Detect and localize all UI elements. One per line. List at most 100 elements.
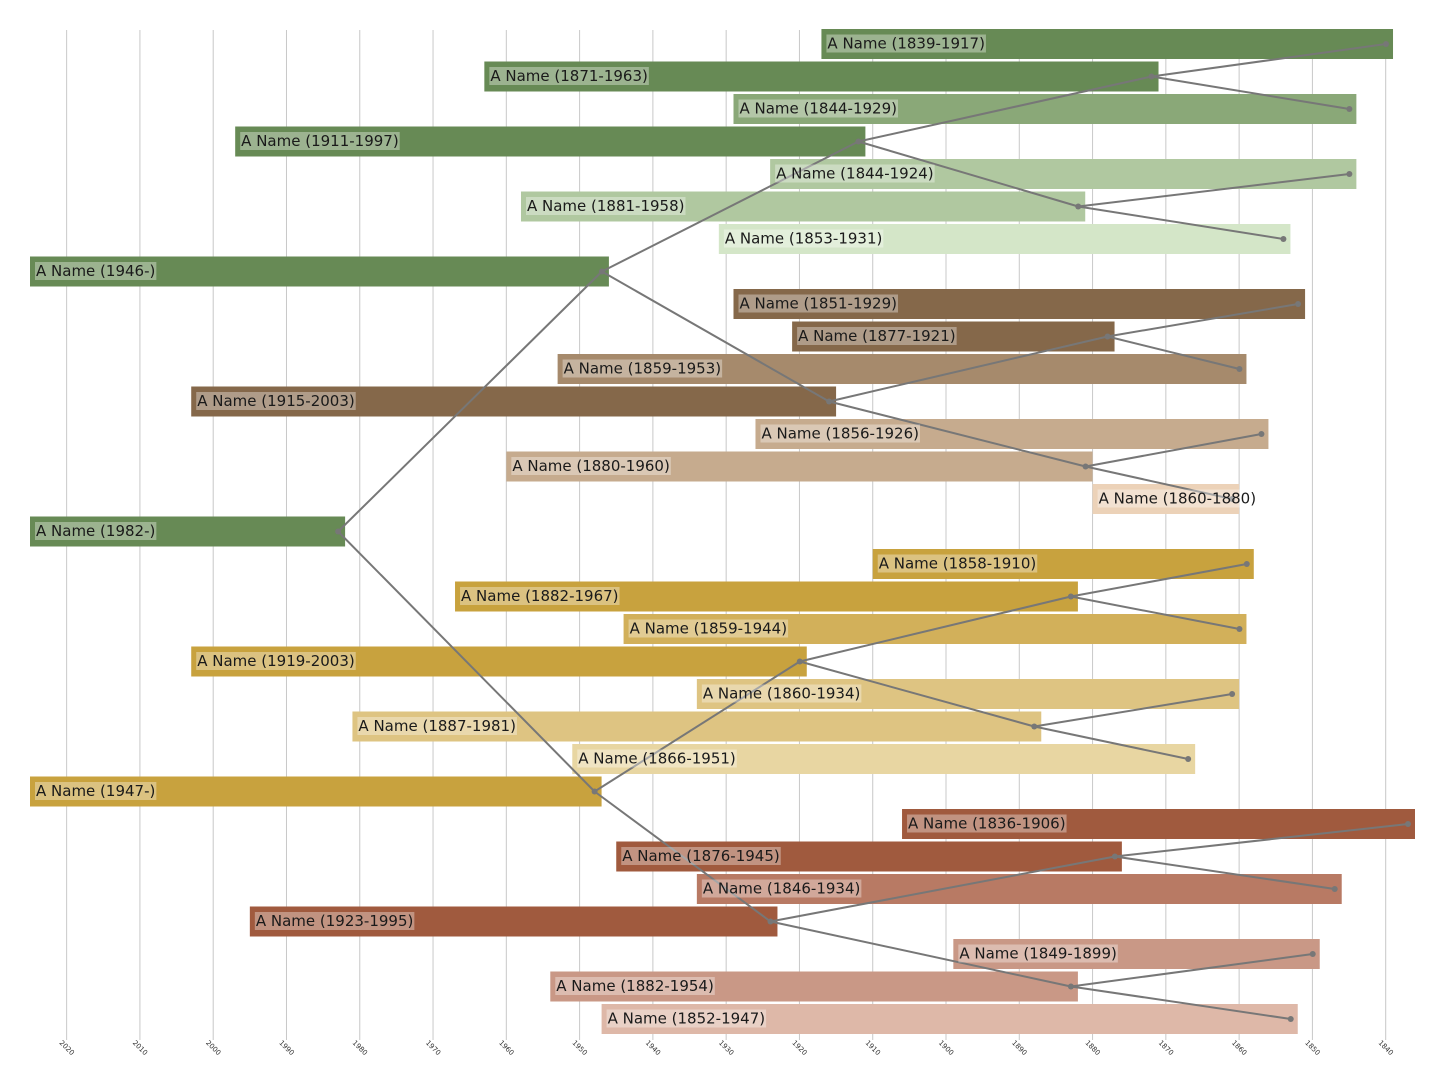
link	[1034, 725, 1189, 760]
node-dot	[826, 398, 833, 405]
bar-label: A Name (1947-)	[36, 782, 155, 800]
node-dot	[1258, 431, 1265, 437]
bar	[902, 809, 1415, 839]
link	[1085, 433, 1262, 468]
bar-label: A Name (1911-1997)	[241, 132, 399, 150]
label-background	[511, 457, 671, 475]
bar-label: A Name (1853-1931)	[725, 230, 883, 248]
link	[601, 140, 859, 273]
link	[770, 920, 1072, 988]
label-background	[826, 34, 986, 53]
x-tick-label: 1920	[790, 1039, 808, 1057]
node-dot	[1331, 886, 1338, 892]
label-background	[489, 67, 649, 85]
bar	[733, 289, 1306, 319]
links	[335, 41, 1411, 1022]
labels: A Name (1839-1917) A Name (1871-1963) A Na…	[35, 34, 1258, 1028]
bar-label: A Name (1881-1958)	[527, 197, 685, 215]
bar-label: A Name (1880-1960)	[512, 457, 670, 475]
label-background	[738, 294, 899, 313]
label-background	[357, 717, 517, 735]
bar-label: A Name (1876-1945)	[622, 847, 780, 865]
link	[1107, 335, 1240, 370]
node-dot	[1346, 106, 1353, 112]
node-dot	[1075, 203, 1082, 210]
link	[858, 75, 1152, 143]
bar-label: A Name (1852-1947)	[608, 1010, 766, 1028]
label-background	[701, 879, 862, 898]
label-background	[701, 684, 862, 703]
x-tick-label: 1960	[497, 1039, 515, 1057]
node-dot	[1067, 983, 1074, 990]
bar	[484, 61, 1159, 92]
bar	[616, 841, 1122, 872]
label-background	[760, 424, 920, 443]
x-tick-label: 1840	[1377, 1039, 1395, 1057]
x-tick-label: 1890	[1010, 1039, 1028, 1057]
label-background	[460, 587, 620, 605]
x-tick-label: 1970	[424, 1039, 442, 1057]
x-tick-label: 1930	[717, 1039, 735, 1057]
bar	[249, 906, 778, 937]
bar-label: A Name (1849-1899)	[959, 945, 1117, 963]
link	[828, 335, 1108, 403]
node-dot	[1287, 1016, 1294, 1022]
link	[593, 790, 772, 923]
label-background	[254, 912, 415, 930]
bar	[696, 874, 1342, 904]
bar	[191, 646, 807, 677]
node-dot	[1067, 593, 1074, 600]
bar	[30, 776, 602, 807]
link	[1070, 953, 1313, 988]
bar-label: A Name (1851-1929)	[739, 295, 897, 313]
bar-label: A Name (1846-1934)	[703, 880, 861, 898]
label-background	[555, 977, 715, 995]
link	[1078, 205, 1284, 240]
label-background	[240, 132, 400, 150]
label-background	[196, 652, 356, 670]
link	[770, 855, 1116, 923]
bar-label: A Name (1915-2003)	[197, 392, 355, 410]
node-dot	[1243, 561, 1250, 567]
link	[1151, 75, 1350, 110]
bar	[506, 451, 1093, 482]
link	[1070, 595, 1240, 630]
bar-label: A Name (1860-1880)	[1099, 490, 1257, 508]
node-dot	[1111, 853, 1118, 860]
link	[337, 270, 603, 533]
x-tick-label: 1900	[937, 1039, 955, 1057]
node-dot	[1031, 723, 1038, 730]
link	[1034, 693, 1233, 728]
bar-label: A Name (1859-1953)	[564, 360, 722, 378]
node-dot	[598, 268, 605, 275]
node-dot	[1229, 691, 1236, 697]
bar	[953, 939, 1320, 969]
bar-label: A Name (1871-1963)	[490, 67, 648, 85]
node-dot	[1383, 41, 1390, 47]
bar	[733, 94, 1357, 124]
link	[1085, 465, 1233, 500]
bar	[601, 1004, 1298, 1034]
bar	[520, 191, 1086, 222]
bar-label: A Name (1882-1967)	[461, 587, 619, 605]
label-background	[1097, 489, 1258, 508]
node-dot	[1104, 333, 1111, 340]
label-background	[35, 522, 157, 540]
x-tick-label: 2000	[204, 1039, 222, 1057]
label-background	[628, 619, 789, 638]
x-tick-label: 2020	[58, 1039, 76, 1057]
label-background	[958, 944, 1118, 963]
node-dot	[1346, 171, 1353, 177]
bar	[455, 581, 1078, 612]
bar-label: A Name (1839-1917)	[827, 35, 985, 53]
link	[799, 660, 1035, 728]
link	[1151, 43, 1387, 78]
link	[1114, 823, 1409, 858]
label-background	[525, 197, 686, 215]
x-tick-label: 1950	[570, 1039, 588, 1057]
x-tick-label: 1880	[1083, 1039, 1101, 1057]
x-tick-label: 1870	[1157, 1039, 1175, 1057]
node-dot	[1280, 236, 1287, 242]
bar-label: A Name (1859-1944)	[630, 620, 788, 638]
